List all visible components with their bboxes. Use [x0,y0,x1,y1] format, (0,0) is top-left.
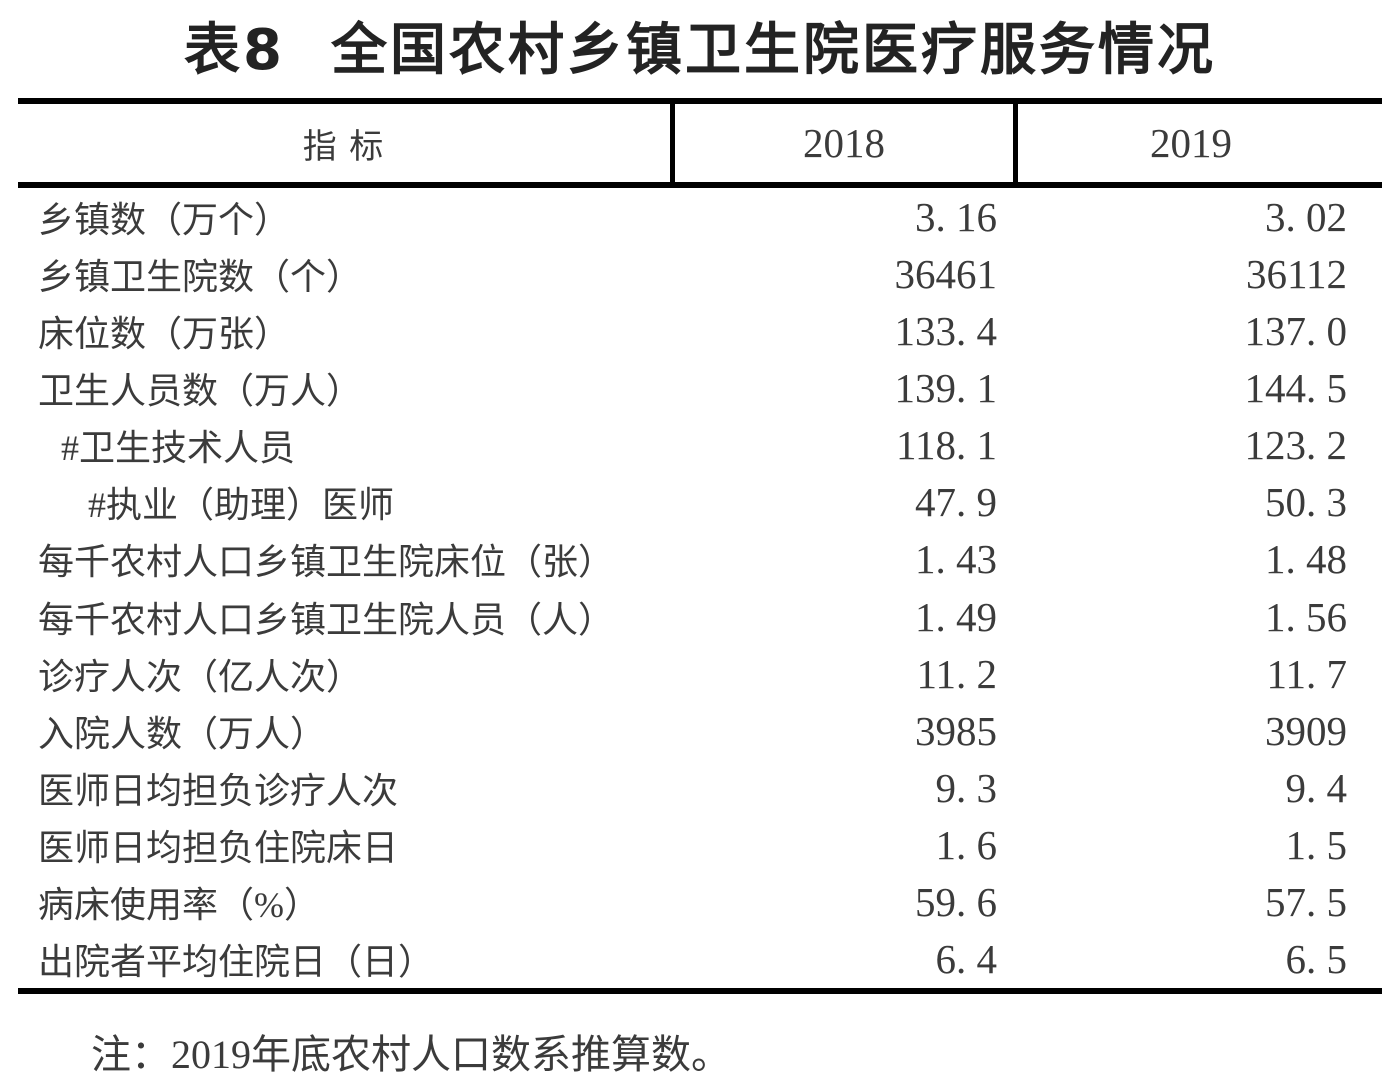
row-value-2018: 3985 [915,707,997,754]
page-title: 表8 全国农村乡镇卫生院医疗服务情况 [18,16,1382,86]
header-indicator: 指 标 [302,128,386,166]
row-indicator: 卫生人员数（万人） [38,370,363,411]
header-year-2019: 2019 [1150,120,1232,166]
row-value-2019: 9. 4 [1285,764,1348,811]
table-header-row: 指 标 2018 2019 [18,104,1382,188]
row-indicator: 病床使用率（%） [38,885,320,926]
row-indicator: 入院人数（万人） [38,713,327,754]
row-value-2019: 11. 7 [1266,650,1347,697]
row-value-2019: 36112 [1246,250,1347,297]
row-indicator: 医师日均担负住院床日 [38,828,399,869]
table-row: 乡镇卫生院数（个） 36461 36112 [18,245,1382,302]
table-row: 医师日均担负住院床日 1. 6 1. 5 [18,817,1382,874]
row-indicator: 诊疗人次（亿人次） [38,656,363,697]
row-value-2018: 9. 3 [935,764,998,811]
row-indicator: 医师日均担负诊疗人次 [38,770,399,811]
row-value-2019: 123. 2 [1244,422,1348,469]
table-row: 入院人数（万人） 3985 3909 [18,702,1382,759]
table-row: 病床使用率（%） 59. 6 57. 5 [18,874,1382,931]
table-body: 乡镇数（万个） 3. 16 3. 02 乡镇卫生院数（个） 36461 3611… [18,188,1382,988]
row-indicator: 每千农村人口乡镇卫生院人员（人） [38,599,615,640]
row-value-2018: 59. 6 [915,879,997,926]
row-value-2018: 1. 6 [935,822,998,869]
table-row: 每千农村人口乡镇卫生院床位（张） 1. 43 1. 48 [18,531,1382,588]
table-row: 出院者平均住院日（日） 6. 4 6. 5 [18,931,1382,988]
row-value-2019: 3909 [1265,707,1347,754]
row-value-2018: 139. 1 [894,364,998,411]
row-value-2018: 118. 1 [896,422,997,469]
row-indicator: 出院者平均住院日（日） [38,942,435,983]
row-indicator: 床位数（万张） [38,313,291,354]
table-row: #执业（助理）医师 47. 9 50. 3 [18,474,1382,531]
row-value-2018: 6. 4 [935,936,998,983]
row-value-2019: 1. 5 [1285,822,1348,869]
table-row: 医师日均担负诊疗人次 9. 3 9. 4 [18,759,1382,816]
row-value-2018: 11. 2 [916,650,997,697]
footnote: 注：2019年底农村人口数系推算数。 [91,1031,731,1077]
table-row: 乡镇数（万个） 3. 16 3. 02 [18,188,1382,245]
row-value-2018: 1. 49 [915,593,997,640]
row-value-2019: 144. 5 [1244,364,1348,411]
row-indicator: 每千农村人口乡镇卫生院床位（张） [38,542,615,583]
row-value-2018: 47. 9 [915,479,997,526]
row-value-2019: 3. 02 [1265,193,1347,240]
row-value-2019: 57. 5 [1265,879,1347,926]
header-year-2018: 2018 [670,104,1018,182]
table-row: 卫生人员数（万人） 139. 1 144. 5 [18,359,1382,416]
row-value-2019: 137. 0 [1244,307,1348,354]
row-indicator: #执业（助理）医师 [88,485,395,526]
row-value-2018: 133. 4 [894,307,998,354]
row-value-2018: 36461 [894,250,998,297]
row-indicator: 乡镇卫生院数（个） [38,256,363,297]
table-row: 诊疗人次（亿人次） 11. 2 11. 7 [18,645,1382,702]
table-row: #卫生技术人员 118. 1 123. 2 [18,417,1382,474]
row-value-2019: 50. 3 [1265,479,1347,526]
row-indicator: 乡镇数（万个） [38,199,291,240]
table-number: 表8 [184,18,285,83]
row-indicator: #卫生技术人员 [61,428,296,469]
table-title-text: 全国农村乡镇卫生院医疗服务情况 [330,18,1216,83]
statistics-table: 指 标 2018 2019 乡镇数（万个） 3. 16 3. 02 乡镇卫生院数… [18,98,1382,994]
row-value-2019: 6. 5 [1285,936,1348,983]
row-value-2018: 3. 16 [915,193,997,240]
table-row: 每千农村人口乡镇卫生院人员（人） 1. 49 1. 56 [18,588,1382,645]
row-value-2018: 1. 43 [915,536,997,583]
table-row: 床位数（万张） 133. 4 137. 0 [18,302,1382,359]
row-value-2019: 1. 48 [1265,536,1347,583]
row-value-2019: 1. 56 [1265,593,1347,640]
